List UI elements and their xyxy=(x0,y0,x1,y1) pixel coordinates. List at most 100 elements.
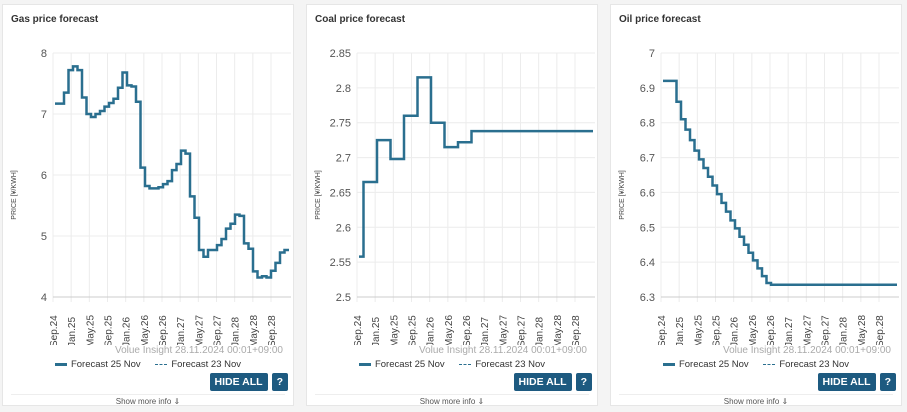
solid-line-icon xyxy=(662,362,675,366)
y-tick-label: 2.5 xyxy=(336,292,351,304)
y-tick-label: 6 xyxy=(41,170,47,182)
watermark: Volue Insight 28.11.2024 00:01+09:00 xyxy=(114,345,283,356)
x-tick-label: Jan.28 xyxy=(535,317,546,345)
panel-title: Oil price forecast xyxy=(619,14,701,25)
x-tick-label: Jan.25 xyxy=(371,317,382,345)
x-tick-label: Sep.27 xyxy=(821,315,832,345)
y-tick-label: 4 xyxy=(41,292,47,304)
forecast-25-nov-line xyxy=(55,65,289,279)
y-tick-label: 6.7 xyxy=(640,153,655,165)
legend-label: Forecast 23 Nov xyxy=(779,359,850,370)
coal-panel: Coal price forecast 2.5 2.55 2.6 2.65 2.7 2.7… xyxy=(306,4,598,406)
x-tick-label: Sep.24 xyxy=(49,315,60,345)
legend-label: Forecast 25 Nov xyxy=(678,359,749,370)
y-tick-label: 6.8 xyxy=(640,118,655,130)
gas-chart: 4 5 6 7 8 Sep.24 Jan.25 May.25 Sep.25 Jan.26 May.2… xyxy=(11,48,291,345)
panel-title: Gas price forecast xyxy=(11,14,99,25)
legend: Forecast 25 Nov Forecast 23 Nov xyxy=(611,359,901,370)
x-tick-label: Sep.27 xyxy=(213,315,224,345)
y-axis-label: PRICE [¥/KWH] xyxy=(315,170,322,219)
x-tick-label: May.28 xyxy=(553,315,564,345)
solid-line-icon xyxy=(358,362,371,366)
x-tick-label: Sep.26 xyxy=(462,315,473,345)
oil-chart: 6.3 6.4 6.5 6.6 6.7 6.8 6.9 7 Sep.24 Jan.25 May.25… xyxy=(619,48,899,345)
y-tick-label: 6.5 xyxy=(640,222,655,234)
x-tick-label: May.28 xyxy=(249,315,260,345)
x-tick-label: Jan.28 xyxy=(839,317,850,345)
x-tick-label: Sep.28 xyxy=(875,315,886,345)
y-tick-label: 6.4 xyxy=(640,257,655,269)
y-tick-label: 5 xyxy=(41,231,47,243)
x-tick-label: Jan.28 xyxy=(231,317,242,345)
gas-panel: Gas price forecast 4 5 6 7 8 Sep.24 Jan.25 May.… xyxy=(2,4,294,406)
legend-item-forecast-23[interactable]: Forecast 23 Nov xyxy=(155,359,241,370)
legend-item-forecast-23[interactable]: Forecast 23 Nov xyxy=(459,359,545,370)
x-tick-label: Jan.27 xyxy=(480,317,491,345)
x-tick-label: May.27 xyxy=(498,315,509,345)
legend-item-forecast-25[interactable]: Forecast 25 Nov xyxy=(358,359,445,370)
y-tick-label: 7 xyxy=(41,109,47,121)
x-tick-label: Sep.26 xyxy=(158,315,169,345)
dashed-line-icon xyxy=(763,363,776,365)
legend-label: Forecast 25 Nov xyxy=(374,359,445,370)
legend-item-forecast-25[interactable]: Forecast 25 Nov xyxy=(662,359,749,370)
y-tick-label: 2.75 xyxy=(330,118,351,130)
x-tick-label: May.27 xyxy=(194,315,205,345)
watermark: Volue Insight 28.11.2024 00:01+09:00 xyxy=(722,345,891,356)
x-tick-label: Sep.27 xyxy=(517,315,528,345)
x-tick-label: Sep.25 xyxy=(408,315,419,345)
help-button[interactable]: ? xyxy=(575,373,592,391)
x-tick-label: Sep.24 xyxy=(353,315,364,345)
dashed-line-icon xyxy=(155,363,168,365)
legend: Forecast 25 Nov Forecast 23 Nov xyxy=(307,359,597,370)
y-tick-label: 6.6 xyxy=(640,187,655,199)
forecast-25-nov-line xyxy=(359,76,593,258)
hide-all-button[interactable]: HIDE ALL xyxy=(817,373,876,391)
show-more-info-link[interactable]: Show more info ⇓ xyxy=(11,394,285,406)
y-tick-label: 2.85 xyxy=(330,48,351,60)
y-tick-label: 2.6 xyxy=(336,222,351,234)
x-tick-label: Jan.26 xyxy=(122,317,133,345)
x-tick-label: May.25 xyxy=(693,315,704,345)
panel-title: Coal price forecast xyxy=(315,14,406,25)
show-more-info-link[interactable]: Show more info ⇓ xyxy=(315,394,589,406)
x-tick-label: Jan.27 xyxy=(176,317,187,345)
y-tick-label: 7 xyxy=(649,48,655,60)
hide-all-button[interactable]: HIDE ALL xyxy=(513,373,572,391)
legend-label: Forecast 23 Nov xyxy=(171,359,242,370)
x-tick-label: May.26 xyxy=(748,315,759,345)
forecast-25-nov-line xyxy=(663,79,897,287)
x-tick-label: Jan.27 xyxy=(784,317,795,345)
y-axis-label: PRICE [¥/KWH] xyxy=(11,170,18,219)
oil-panel: Oil price forecast 6.3 6.4 6.5 6.6 6.7 6.8 6.9… xyxy=(610,4,902,406)
show-more-info-link[interactable]: Show more info ⇓ xyxy=(619,394,893,406)
x-tick-label: Jan.26 xyxy=(426,317,437,345)
coal-chart: 2.5 2.55 2.6 2.65 2.7 2.75 2.8 2.85 Sep.24 Jan.25… xyxy=(315,48,595,345)
x-tick-label: Jan.25 xyxy=(675,317,686,345)
y-tick-label: 2.65 xyxy=(330,187,351,199)
x-tick-label: Sep.25 xyxy=(104,315,115,345)
x-tick-label: May.26 xyxy=(140,315,151,345)
help-button[interactable]: ? xyxy=(271,373,288,391)
watermark: Volue Insight 28.11.2024 00:01+09:00 xyxy=(418,345,587,356)
solid-line-icon xyxy=(54,362,67,366)
legend-item-forecast-23[interactable]: Forecast 23 Nov xyxy=(763,359,849,370)
y-tick-label: 8 xyxy=(41,48,47,60)
x-tick-label: Sep.26 xyxy=(766,315,777,345)
help-button[interactable]: ? xyxy=(879,373,896,391)
x-tick-label: May.25 xyxy=(389,315,400,345)
legend: Forecast 25 Nov Forecast 23 Nov xyxy=(3,359,293,370)
x-tick-label: Sep.25 xyxy=(712,315,723,345)
x-tick-label: Sep.28 xyxy=(267,315,278,345)
dashed-line-icon xyxy=(459,363,472,365)
x-tick-label: Sep.28 xyxy=(571,315,582,345)
legend-label: Forecast 25 Nov xyxy=(70,359,141,370)
x-tick-label: Jan.25 xyxy=(67,317,78,345)
x-tick-label: May.27 xyxy=(802,315,813,345)
x-tick-label: Sep.24 xyxy=(657,315,668,345)
legend-item-forecast-25[interactable]: Forecast 25 Nov xyxy=(54,359,141,370)
x-tick-label: Jan.26 xyxy=(730,317,741,345)
hide-all-button[interactable]: HIDE ALL xyxy=(209,373,268,391)
x-tick-label: May.28 xyxy=(857,315,868,345)
y-axis-label: PRICE [¥/KWH] xyxy=(619,170,626,219)
